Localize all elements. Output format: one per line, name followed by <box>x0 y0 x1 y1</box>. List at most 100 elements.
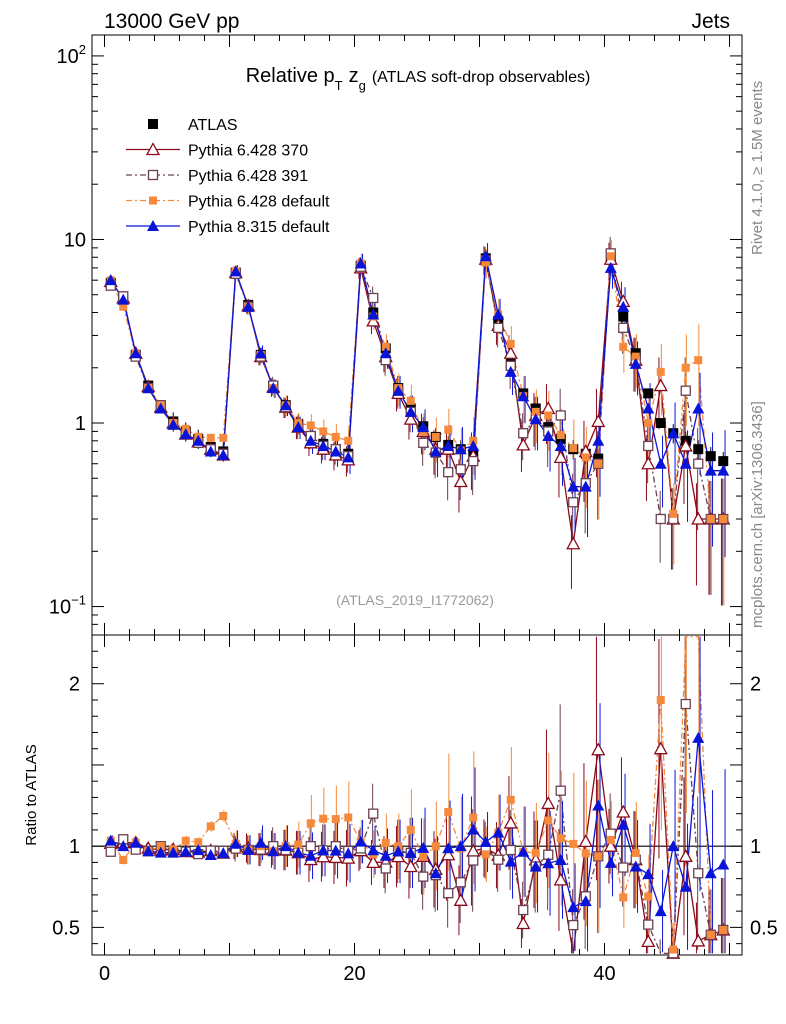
data-point-ratio <box>206 822 215 831</box>
data-point-main <box>642 402 655 414</box>
data-point-main <box>167 418 180 430</box>
data-point-main <box>655 418 666 429</box>
data-point-main <box>618 311 629 322</box>
data-point-main <box>681 363 690 372</box>
data-point-ratio <box>467 823 480 835</box>
data-point-ratio <box>692 731 705 743</box>
data-point-main <box>179 428 192 440</box>
data-point-ratio <box>679 880 692 892</box>
data-point-ratio <box>142 845 155 857</box>
y-tick-label: 102 <box>57 42 86 68</box>
header-right: Jets <box>691 10 730 33</box>
data-point-ratio <box>629 860 642 872</box>
data-point-ratio <box>706 930 715 939</box>
data-point-ratio <box>553 872 568 886</box>
data-point-ratio <box>429 867 442 879</box>
data-point-main <box>556 431 565 440</box>
data-point-main <box>629 357 642 369</box>
data-point-main <box>429 445 442 457</box>
data-point-main <box>680 385 691 396</box>
data-point-ratio <box>592 799 605 811</box>
data-point-main <box>492 308 505 320</box>
legend-label: Pythia 8.315 default <box>188 219 330 236</box>
data-point-main <box>566 536 581 550</box>
data-point-main <box>568 497 579 508</box>
data-point-ratio <box>344 813 353 822</box>
data-point-main <box>594 459 603 468</box>
title-z: z <box>349 65 359 87</box>
data-point-ratio <box>481 850 490 859</box>
data-point-ratio <box>179 845 192 857</box>
data-point-ratio <box>542 857 555 869</box>
data-point-ratio <box>242 843 255 855</box>
data-point-ratio <box>619 893 628 902</box>
data-point-ratio <box>591 742 606 756</box>
data-point-ratio <box>267 845 280 857</box>
data-point-ratio <box>306 819 315 828</box>
data-point-main <box>579 480 592 492</box>
data-point-main <box>104 274 117 286</box>
rivet-label: Rivet 4.1.0, ≥ 1.5M events <box>749 81 766 255</box>
data-point-ratio <box>368 808 379 819</box>
data-point-ratio <box>506 795 515 804</box>
data-point-main <box>317 439 330 451</box>
data-point-main <box>319 427 328 436</box>
data-point-ratio <box>653 741 668 755</box>
ratio-tick-label-left: 0.5 <box>52 917 80 939</box>
data-point-main <box>717 464 730 476</box>
data-point-main <box>381 342 390 351</box>
data-point-ratio <box>404 846 417 858</box>
data-point-main <box>542 429 555 441</box>
data-point-main <box>679 457 692 469</box>
legend-label: ATLAS <box>188 117 238 134</box>
data-point-ratio <box>618 862 629 873</box>
data-point-ratio <box>444 807 453 816</box>
data-point-ratio <box>367 844 380 856</box>
ratio-tick-label-right: 1 <box>750 836 761 858</box>
title-suffix: (ATLAS soft-drop observables) <box>372 69 590 86</box>
data-point-ratio <box>594 852 603 861</box>
data-point-ratio <box>154 846 167 858</box>
data-point-main <box>544 411 553 420</box>
data-point-main <box>705 451 716 462</box>
data-point-main <box>617 300 630 312</box>
data-point-main <box>693 458 704 469</box>
data-point-main <box>142 382 155 394</box>
data-point-ratio <box>568 919 579 931</box>
data-point-main <box>379 347 392 359</box>
data-point-main <box>653 378 668 392</box>
data-point-main <box>418 437 429 448</box>
data-point-ratio <box>380 863 391 874</box>
legend-label: Pythia 6.428 370 <box>188 143 308 160</box>
data-point-ratio <box>229 837 242 849</box>
data-point-ratio <box>219 812 228 821</box>
data-point-main <box>292 421 305 433</box>
data-point-main <box>154 402 167 414</box>
data-point-ratio <box>304 849 317 861</box>
data-point-ratio <box>468 855 479 866</box>
data-point-main <box>643 440 654 452</box>
data-point-ratio <box>717 858 730 870</box>
ratio-tick-label-right: 0.5 <box>750 917 778 939</box>
data-point-main <box>643 388 654 399</box>
data-point-main <box>279 399 292 411</box>
data-point-ratio <box>691 933 706 947</box>
data-point-main <box>503 345 518 359</box>
data-point-main <box>516 437 531 451</box>
data-point-ratio <box>693 868 704 879</box>
data-point-ratio <box>517 845 530 857</box>
data-point-ratio <box>604 856 617 868</box>
header-left: 13000 GeV pp <box>104 10 239 33</box>
data-point-main <box>554 439 567 451</box>
data-point-ratio <box>342 847 355 859</box>
data-point-ratio <box>317 844 330 856</box>
data-point-ratio <box>194 838 203 847</box>
data-point-main <box>206 433 215 442</box>
title-sub-t: T <box>335 78 343 93</box>
data-point-main <box>242 300 255 312</box>
data-point-main <box>555 410 566 421</box>
data-point-main <box>306 421 315 430</box>
data-point-ratio <box>419 852 428 861</box>
series-line-ratio <box>110 737 724 914</box>
data-point-ratio <box>518 904 529 916</box>
